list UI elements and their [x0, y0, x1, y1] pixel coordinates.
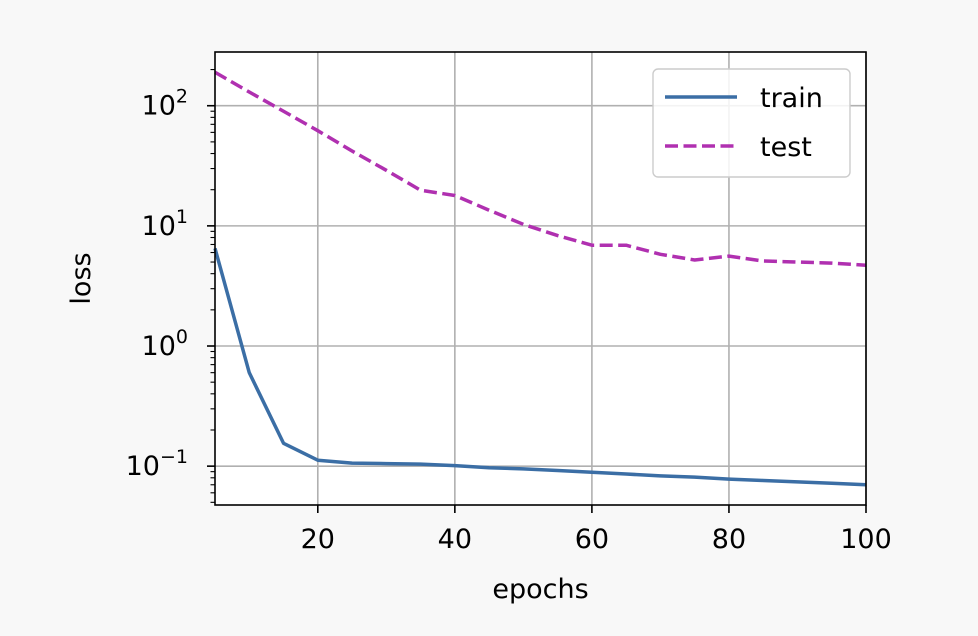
x-tick-label: 80 [712, 524, 746, 555]
x-axis-label: epochs [492, 574, 588, 605]
series-lines [213, 70, 867, 487]
y-axis-label: loss [66, 252, 97, 304]
series-line-test [214, 70, 867, 268]
legend: train test [652, 68, 851, 178]
x-tick-label: 40 [438, 524, 472, 555]
x-axis-ticks: 20 40 60 80 100 [301, 505, 892, 555]
y-tick-label: 10−1 [126, 446, 188, 482]
y-axis-ticks: 10−1 100 101 102 [126, 86, 215, 482]
y-tick-label: 101 [142, 206, 188, 242]
y-tick-label: 102 [142, 86, 188, 122]
y-tick-label: 100 [142, 326, 188, 362]
legend-label-train: train [760, 83, 823, 114]
series-line-train [213, 247, 867, 487]
x-tick-label: 60 [575, 524, 609, 555]
x-tick-label: 20 [301, 524, 335, 555]
legend-label-test: test [760, 132, 812, 163]
plot-frame [214, 51, 867, 506]
x-tick-label: 100 [840, 524, 892, 555]
